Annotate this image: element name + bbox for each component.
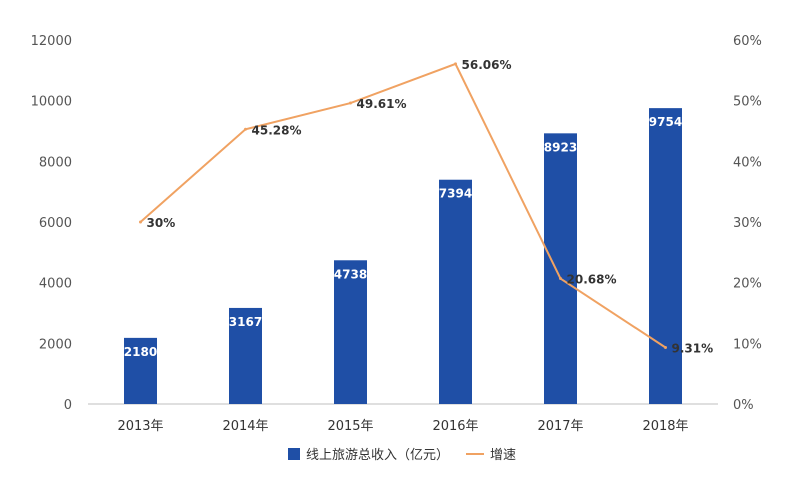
growth-point [664, 346, 667, 350]
growth-value-label: 45.28% [252, 123, 302, 137]
y-right-tick-label: 0% [733, 398, 754, 413]
legend-swatch-revenue [288, 448, 300, 460]
growth-value-label: 9.31% [672, 342, 714, 356]
growth-point [139, 220, 142, 224]
growth-value-label: 20.68% [567, 273, 617, 287]
growth-point [349, 101, 352, 105]
y-left-tick-label: 12000 [31, 34, 72, 49]
growth-line [139, 62, 667, 349]
y-right-tick-label: 40% [733, 155, 762, 170]
bar-revenue [649, 108, 682, 405]
y-left-tick-label: 2000 [39, 337, 72, 352]
bar-revenue [544, 133, 577, 404]
x-category-label: 2014年 [222, 419, 268, 434]
bar-value-label: 7394 [439, 187, 472, 201]
y-left-tick-label: 8000 [39, 155, 72, 170]
legend-label-growth: 增速 [490, 448, 516, 463]
bar-value-label: 2180 [124, 345, 157, 359]
x-category-label: 2017年 [537, 419, 583, 434]
y-left-tick-label: 6000 [39, 216, 72, 231]
bar-value-label: 3167 [229, 315, 262, 329]
x-category-label: 2018年 [642, 419, 688, 434]
bar-revenue [334, 260, 367, 404]
y-left-tick-label: 10000 [31, 95, 72, 110]
y-right-tick-label: 20% [733, 277, 762, 292]
growth-value-label: 56.06% [462, 58, 512, 72]
x-category-label: 2013年 [117, 419, 163, 434]
growth-value-label: 49.61% [357, 97, 407, 111]
y-right-tick-label: 60% [733, 34, 762, 49]
y-right-tick-label: 50% [733, 95, 762, 110]
y-left-tick-label: 4000 [39, 277, 72, 292]
bar-value-label: 8923 [544, 140, 577, 154]
y-right-tick-label: 30% [733, 216, 762, 231]
bar-revenue [229, 307, 262, 404]
x-category-label: 2015年 [327, 419, 373, 434]
y-left-tick-label: 0 [64, 398, 72, 413]
bar-revenue [439, 179, 472, 404]
x-category-label: 2016年 [432, 419, 478, 434]
bar-revenue [124, 337, 157, 404]
bar-value-label: 4738 [334, 267, 367, 281]
growth-point [244, 127, 247, 131]
legend-label-revenue: 线上旅游总收入（亿元） [306, 448, 449, 463]
growth-point [454, 62, 457, 66]
growth-value-label: 30% [147, 216, 176, 230]
growth-point [559, 277, 562, 281]
bar-value-label: 9754 [649, 115, 682, 129]
y-right-tick-label: 10% [733, 337, 762, 352]
